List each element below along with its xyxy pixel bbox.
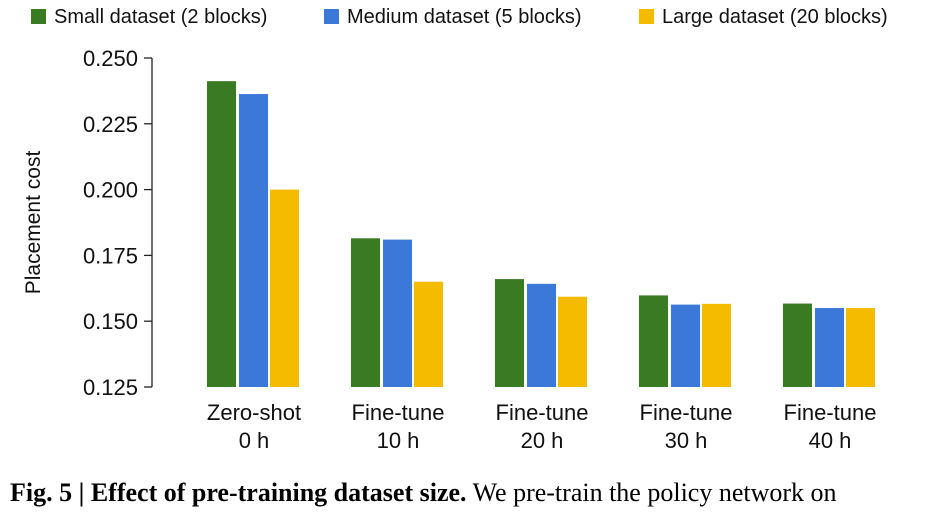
legend-swatch <box>639 9 654 24</box>
x-tick-label: Zero-shot <box>207 400 301 425</box>
legend-label: Large dataset (20 blocks) <box>662 6 888 28</box>
legend-swatch <box>324 9 339 24</box>
bar <box>671 304 700 387</box>
x-tick-label: 30 h <box>665 428 708 453</box>
y-tick-label: 0.200 <box>83 178 138 203</box>
caption-text: We pre-train the policy network on <box>466 478 837 507</box>
bar <box>639 295 668 387</box>
bar <box>383 239 412 387</box>
x-tick-label: 40 h <box>809 428 852 453</box>
legend-label: Medium dataset (5 blocks) <box>347 6 582 28</box>
bar <box>414 281 443 387</box>
bar <box>846 308 875 387</box>
bar-chart: Small dataset (2 blocks) Medium dataset (… <box>22 6 888 453</box>
y-axis-label: Placement cost <box>22 151 45 295</box>
legend-label: Small dataset (2 blocks) <box>54 6 267 28</box>
y-tick-label: 0.175 <box>83 243 138 268</box>
bar <box>270 189 299 387</box>
y-tick-label: 0.250 <box>83 46 138 71</box>
bar <box>815 308 844 387</box>
figure-caption: Fig. 5 | Effect of pre-training dataset … <box>10 478 837 508</box>
x-tick-label: 20 h <box>521 428 564 453</box>
bar <box>495 279 524 387</box>
y-tick-label: 0.225 <box>83 112 138 137</box>
bar <box>527 283 556 387</box>
bar <box>207 81 236 388</box>
legend-swatch <box>31 9 46 24</box>
bar <box>239 94 268 387</box>
x-tick-label: Fine-tune <box>352 400 445 425</box>
x-tick-label: Fine-tune <box>784 400 877 425</box>
bar <box>558 296 587 387</box>
caption-label: Fig. 5 | Effect of pre-training dataset … <box>10 478 467 507</box>
bar <box>351 238 380 387</box>
x-tick-label: Fine-tune <box>496 400 589 425</box>
x-tick-label: 10 h <box>377 428 420 453</box>
y-tick-label: 0.125 <box>83 375 138 400</box>
x-tick-label: Fine-tune <box>640 400 733 425</box>
x-tick-label: 0 h <box>239 428 270 453</box>
bar <box>783 303 812 387</box>
bar <box>702 303 731 387</box>
y-tick-label: 0.150 <box>83 309 138 334</box>
